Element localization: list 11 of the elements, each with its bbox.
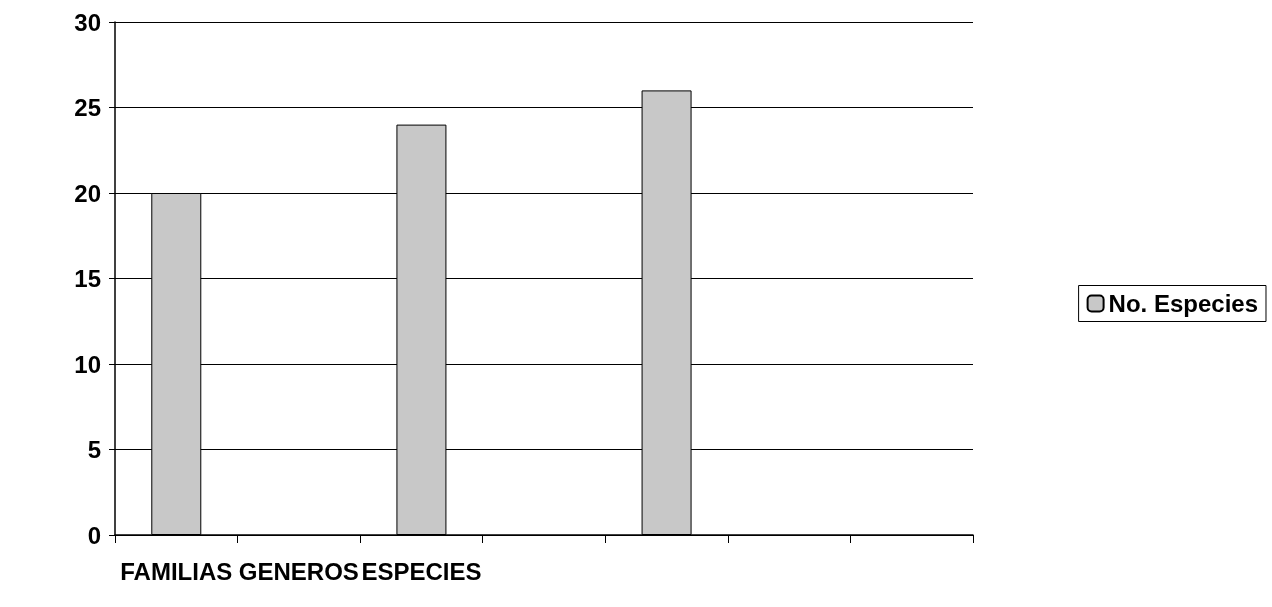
y-tick-label: 10	[74, 350, 101, 378]
y-tick-label: 20	[74, 179, 101, 207]
x-tick-label: ESPECIES	[361, 557, 482, 585]
legend-label: No. Especies	[1108, 290, 1258, 317]
y-tick-label: 0	[87, 521, 101, 549]
y-tick-label: 15	[74, 265, 101, 292]
x-tick-label: GENEROS	[238, 557, 359, 585]
x-tick-label: FAMILIAS	[120, 557, 233, 585]
y-tick-label: 5	[87, 436, 101, 463]
y-tick-label: 25	[74, 94, 101, 121]
y-tick-label: 30	[74, 8, 101, 36]
